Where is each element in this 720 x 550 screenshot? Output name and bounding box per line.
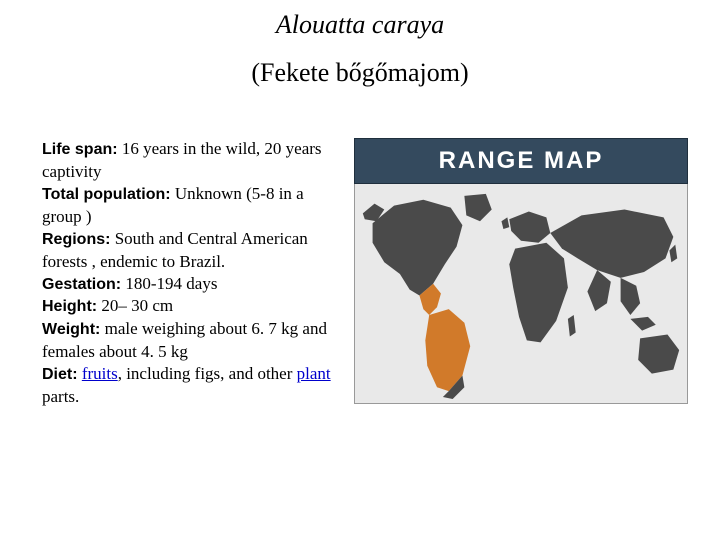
- fact-value: 180-194 days: [121, 274, 217, 293]
- fact-value: 20– 30 cm: [97, 296, 173, 315]
- diet-link-fruits[interactable]: fruits: [82, 364, 118, 383]
- fact-label: Total population:: [42, 186, 171, 203]
- fact-label: Life span:: [42, 141, 118, 158]
- world-map-icon: [355, 184, 687, 403]
- species-subtitle: (Fekete bőgőmajom): [0, 58, 720, 88]
- range-map-body: [354, 184, 688, 404]
- fact-item: Gestation: 180-194 days: [42, 273, 342, 296]
- diet-link-plant[interactable]: plant: [297, 364, 331, 383]
- fact-item: Life span: 16 years in the wild, 20 year…: [42, 138, 342, 183]
- range-map: RANGE MAP: [354, 138, 688, 408]
- fact-item: Weight: male weighing about 6. 7 kg and …: [42, 318, 342, 363]
- range-map-header: RANGE MAP: [354, 138, 688, 184]
- fact-label: Gestation:: [42, 276, 121, 293]
- fact-item-diet: Diet: fruits, including figs, and other …: [42, 363, 342, 408]
- fact-label: Diet:: [42, 366, 78, 383]
- fact-label: Regions:: [42, 231, 110, 248]
- facts-block: Life span: 16 years in the wild, 20 year…: [42, 138, 342, 408]
- species-title: Alouatta caraya: [0, 10, 720, 40]
- fact-item: Height: 20– 30 cm: [42, 295, 342, 318]
- fact-label: Weight:: [42, 321, 100, 338]
- diet-mid: , including figs, and other: [118, 364, 297, 383]
- fact-item: Regions: South and Central American fore…: [42, 228, 342, 273]
- content-row: Life span: 16 years in the wild, 20 year…: [0, 138, 720, 408]
- fact-item: Total population: Unknown (5-8 in a grou…: [42, 183, 342, 228]
- diet-post: parts.: [42, 387, 79, 406]
- fact-label: Height:: [42, 298, 97, 315]
